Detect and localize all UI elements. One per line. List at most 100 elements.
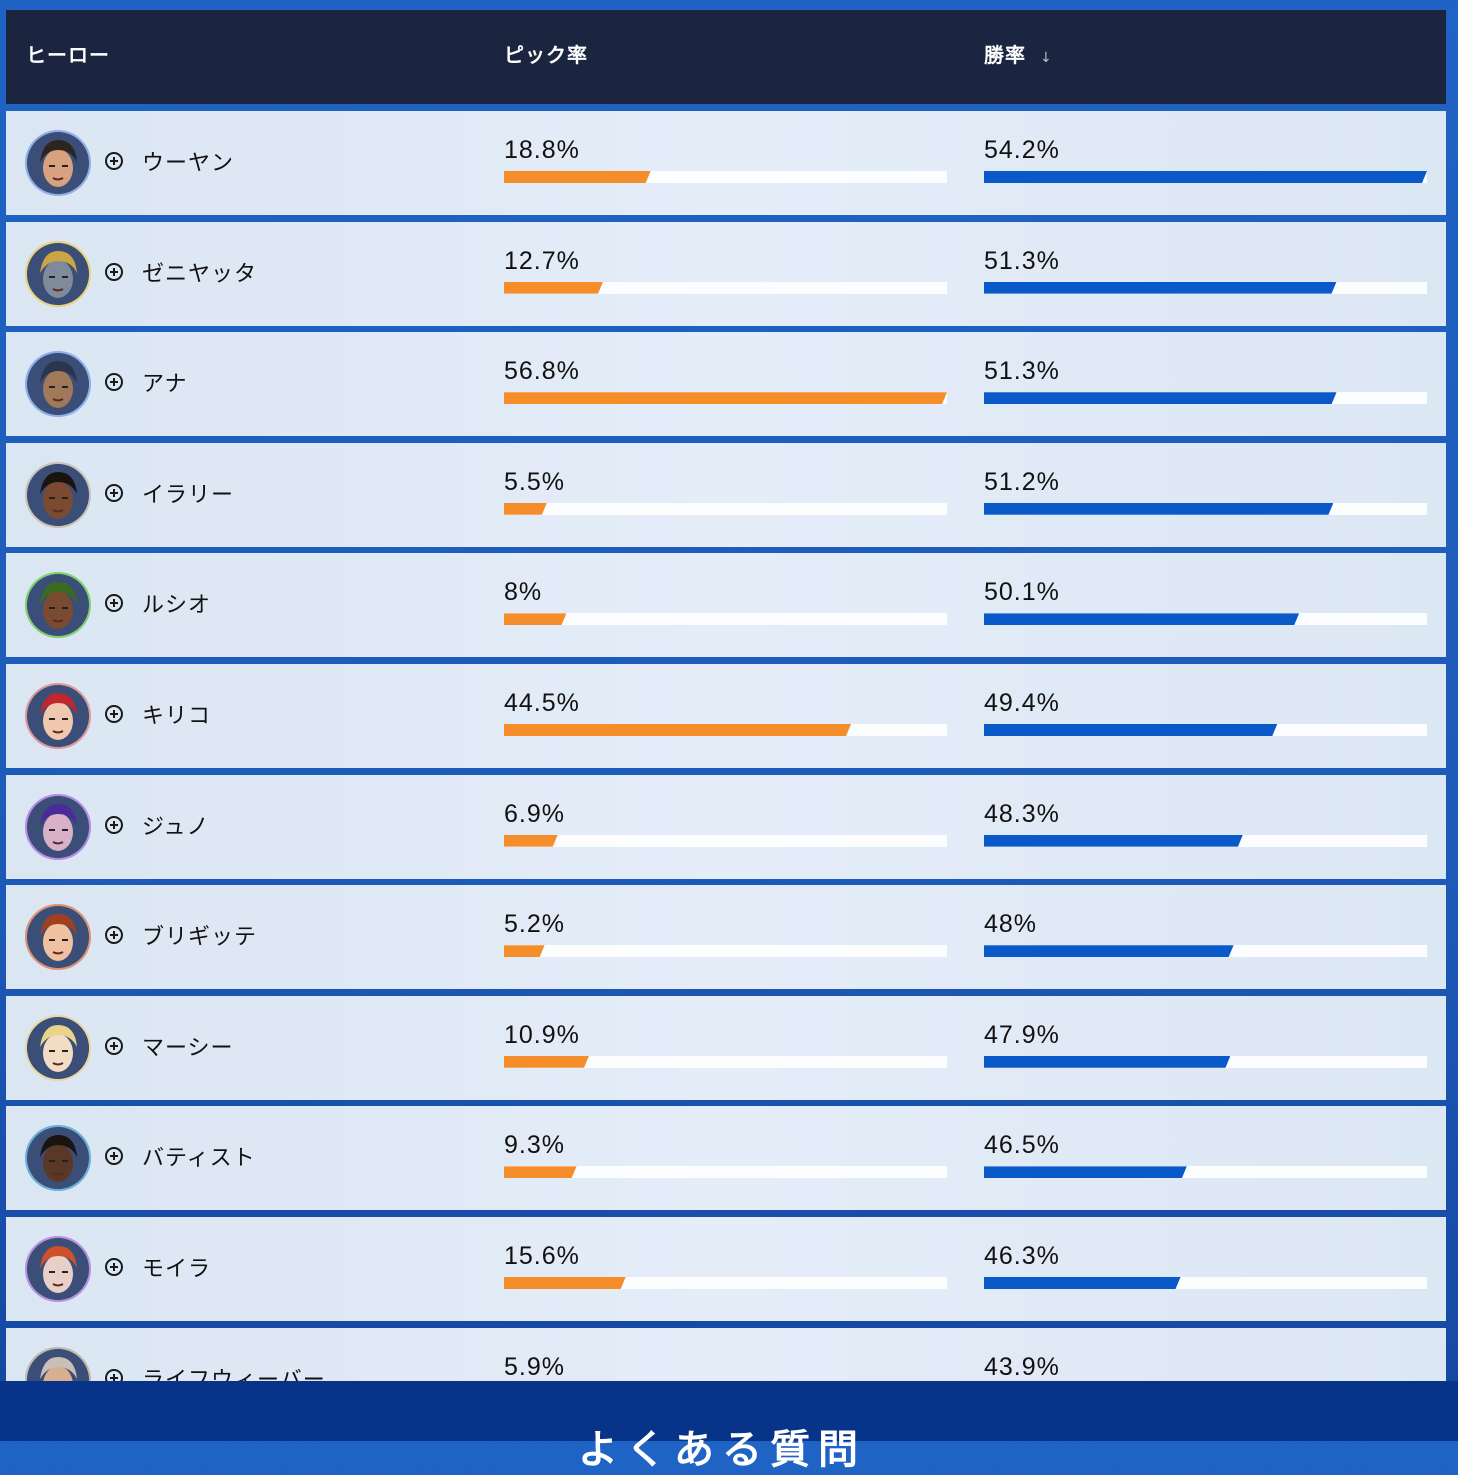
pick-rate-value: 15.6%: [504, 1242, 580, 1270]
win-rate-value: 54.2%: [984, 136, 1060, 164]
win-rate-value: 51.3%: [984, 357, 1060, 386]
pick-rate-bar-fill: [504, 1166, 577, 1178]
win-rate-cell: 49.4%: [984, 689, 1428, 736]
pick-rate-value: 5.2%: [504, 910, 565, 939]
win-rate-bar-fill: [984, 282, 1337, 294]
hero-portrait-avatar: [25, 1236, 91, 1302]
pick-rate-bar: [504, 1166, 947, 1179]
sort-arrow-down-icon[interactable]: ↓: [1040, 50, 1053, 66]
win-rate-value: 48%: [984, 910, 1038, 939]
pick-rate-value: 9.3%: [504, 1131, 565, 1160]
pick-rate-bar-fill: [504, 835, 558, 847]
plus-circle-icon[interactable]: [105, 705, 123, 723]
plus-circle-icon[interactable]: [105, 594, 123, 613]
hero-name: ゼニヤッタ: [142, 261, 258, 287]
table-row[interactable]: ゼニヤッタ 12.7% 51.3%: [6, 221, 1446, 326]
pick-rate-bar: [504, 392, 947, 405]
pick-rate-cell: 15.6%: [504, 1242, 948, 1289]
hero-name: モイラ: [142, 1257, 212, 1282]
hero-portrait-avatar: [25, 130, 91, 196]
plus-circle-icon[interactable]: [105, 926, 123, 945]
hero-portrait-avatar: [25, 461, 91, 528]
pick-rate-value: 8%: [504, 578, 543, 607]
plus-circle-icon[interactable]: [105, 815, 123, 834]
win-rate-bar: [984, 171, 1427, 183]
table-row[interactable]: ウーヤン 18.8% 54.2%: [6, 111, 1446, 215]
faq-section: よくある質問: [0, 1381, 1458, 1473]
plus-circle-icon[interactable]: [105, 373, 123, 392]
pick-rate-bar: [504, 171, 947, 183]
plus-circle-icon[interactable]: [105, 483, 123, 502]
win-rate-value: 46.3%: [984, 1242, 1060, 1270]
pick-rate-value: 56.8%: [504, 357, 580, 386]
win-rate-bar-fill: [984, 613, 1299, 625]
win-rate-bar-fill: [984, 1056, 1230, 1068]
hero-portrait-avatar: [25, 1014, 91, 1081]
hero-portrait-avatar: [25, 240, 91, 307]
pick-rate-cell: 5.5%: [504, 468, 948, 515]
win-rate-cell: 50.1%: [984, 578, 1428, 626]
pick-rate-bar-fill: [504, 613, 566, 625]
hero-name: マーシー: [142, 1035, 234, 1061]
faq-title: よくある質問: [578, 1427, 866, 1473]
win-rate-cell: 48%: [984, 910, 1428, 958]
pick-rate-cell: 9.3%: [504, 1131, 948, 1179]
pick-rate-bar-fill: [504, 171, 651, 183]
table-row[interactable]: ルシオ 8% 50.1%: [6, 553, 1446, 658]
plus-circle-icon[interactable]: [105, 152, 123, 170]
column-header-pick-rate[interactable]: ピック率: [504, 10, 588, 104]
pick-rate-bar-fill: [504, 282, 603, 294]
pick-rate-value: 18.8%: [504, 136, 580, 164]
pick-rate-cell: 56.8%: [504, 357, 948, 405]
pick-rate-value: 12.7%: [504, 246, 580, 275]
hero-name: バティスト: [142, 1146, 256, 1172]
table-row[interactable]: マーシー 10.9% 47.9%: [6, 995, 1446, 1100]
column-header-hero-label: ヒーロー: [26, 43, 110, 67]
table-row[interactable]: ジュノ 6.9% 48.3%: [6, 774, 1446, 879]
table-row[interactable]: ブリギッテ 5.2% 48%: [6, 885, 1446, 990]
pick-rate-cell: 6.9%: [504, 800, 948, 847]
pick-rate-value: 10.9%: [504, 1020, 580, 1049]
column-header-hero[interactable]: ヒーロー: [26, 10, 110, 104]
pick-rate-bar: [504, 502, 947, 515]
hero-portrait-avatar: [25, 904, 91, 971]
pick-rate-bar: [504, 724, 947, 736]
plus-circle-icon[interactable]: [105, 1258, 123, 1276]
table-row[interactable]: アナ 56.8% 51.3%: [6, 332, 1446, 437]
win-rate-cell: 51.2%: [984, 468, 1428, 515]
hero-portrait-avatar: [25, 351, 91, 418]
pick-rate-bar: [504, 945, 947, 958]
table-row[interactable]: バティスト 9.3% 46.5%: [6, 1106, 1446, 1211]
hero-name: ブリギッテ: [142, 925, 258, 951]
hero-portrait-avatar: [25, 572, 91, 639]
plus-circle-icon[interactable]: [105, 1036, 123, 1055]
win-rate-value: 51.2%: [984, 467, 1060, 496]
pick-rate-bar: [504, 613, 947, 626]
hero-name: キリコ: [142, 704, 212, 729]
plus-circle-icon[interactable]: [105, 262, 123, 281]
win-rate-bar-fill: [984, 945, 1234, 957]
pick-rate-cell: 5.2%: [504, 910, 948, 958]
win-rate-cell: 51.3%: [984, 357, 1428, 405]
win-rate-bar: [984, 834, 1427, 847]
table-row[interactable]: イラリー 5.5% 51.2%: [6, 442, 1446, 547]
win-rate-bar-fill: [984, 503, 1333, 515]
pick-rate-bar-fill: [504, 945, 545, 957]
plus-circle-icon[interactable]: [105, 1147, 123, 1166]
hero-stats-table: ヒーロー ピック率 勝率 ↓ ウーヤン 18.8% 54.2% ゼニヤッタ 12.7% 51…: [6, 10, 1446, 1432]
hero-portrait-avatar: [25, 793, 91, 860]
win-rate-value: 49.4%: [984, 689, 1060, 717]
win-rate-bar-fill: [984, 171, 1427, 183]
win-rate-bar-fill: [984, 1277, 1181, 1289]
hero-portrait-avatar: [25, 1125, 91, 1192]
column-header-win-rate[interactable]: 勝率 ↓: [984, 10, 1053, 104]
column-header-pick-rate-label: ピック率: [504, 43, 588, 67]
win-rate-value: 46.5%: [984, 1131, 1060, 1160]
win-rate-cell: 54.2%: [984, 136, 1428, 183]
pick-rate-cell: 12.7%: [504, 247, 948, 294]
table-row[interactable]: モイラ 15.6% 46.3%: [6, 1217, 1446, 1321]
win-rate-cell: 51.3%: [984, 247, 1428, 294]
win-rate-cell: 46.3%: [984, 1242, 1428, 1289]
column-header-win-rate-label: 勝率: [984, 43, 1026, 67]
table-row[interactable]: キリコ 44.5% 49.4%: [6, 664, 1446, 768]
